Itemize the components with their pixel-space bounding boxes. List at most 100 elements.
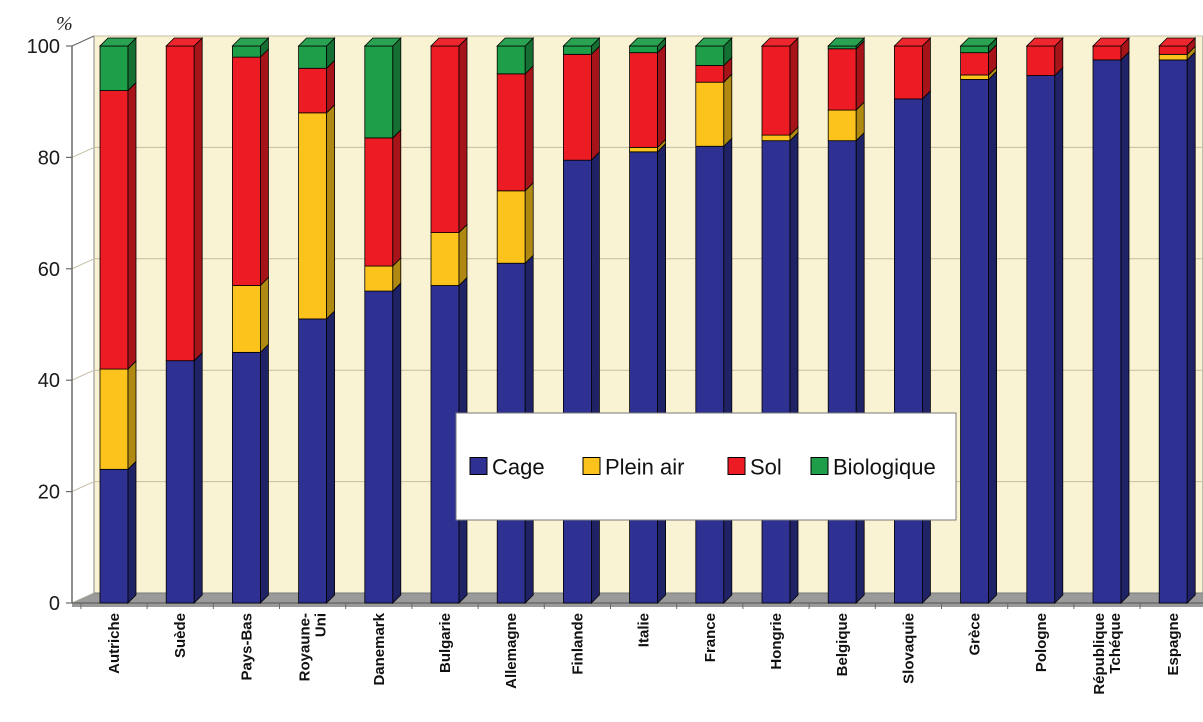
bar-segment-13-3 bbox=[894, 45, 923, 100]
legend-swatch-1 bbox=[469, 457, 488, 475]
bar-segment-12-1 bbox=[827, 140, 857, 604]
bar-side-4-3 bbox=[326, 59, 336, 114]
x-tick-label-9: Italie bbox=[636, 613, 653, 647]
legend-label-4: Biologique bbox=[833, 455, 936, 480]
bar-segment-14-2 bbox=[960, 74, 989, 80]
bar-top-1 bbox=[99, 37, 137, 47]
bar-side-13-1 bbox=[922, 89, 931, 604]
bar-top-17 bbox=[1158, 37, 1197, 47]
y-tick-label-80: 80 bbox=[38, 147, 60, 169]
bar-segment-3-4 bbox=[231, 45, 261, 58]
bar-side-7-3 bbox=[524, 64, 534, 192]
bar-segment-7-4 bbox=[496, 45, 526, 75]
bar-top-3 bbox=[231, 37, 270, 47]
bar-group-17 bbox=[1158, 37, 1197, 604]
bar-segment-3-1 bbox=[231, 351, 261, 604]
bar-side-12-3 bbox=[855, 39, 865, 112]
x-tick-label-4-line2: Uni bbox=[313, 613, 330, 637]
bar-top-10 bbox=[694, 37, 733, 47]
y-tick-label-20: 20 bbox=[38, 482, 60, 504]
bar-segment-16-3 bbox=[1092, 45, 1122, 61]
bar-side-1-3 bbox=[127, 81, 137, 371]
x-tick-label-2: Suède bbox=[172, 613, 189, 658]
bar-side-1-2 bbox=[127, 360, 137, 471]
bar-side-13-3 bbox=[922, 37, 931, 100]
bar-side-4-1 bbox=[326, 309, 336, 604]
y-axis-label: % bbox=[56, 13, 73, 35]
bar-group-14 bbox=[959, 37, 998, 604]
bar-segment-17-3 bbox=[1158, 45, 1188, 55]
bar-segment-11-1 bbox=[761, 140, 791, 604]
bar-segment-3-2 bbox=[231, 285, 261, 353]
y-tick-label-60: 60 bbox=[38, 259, 60, 281]
bar-side-9-3 bbox=[657, 43, 666, 149]
bar-segment-11-3 bbox=[761, 45, 791, 136]
bar-segment-17-1 bbox=[1158, 59, 1188, 604]
bar-segment-15-3 bbox=[1026, 45, 1056, 76]
bar-segment-6-2 bbox=[430, 232, 460, 286]
bar-segment-2-3 bbox=[165, 45, 195, 362]
bar-top-16 bbox=[1092, 37, 1130, 47]
bar-side-11-3 bbox=[789, 37, 799, 137]
bar-segment-15-1 bbox=[1026, 75, 1056, 604]
y-tick-label-40: 40 bbox=[38, 370, 60, 392]
bar-side-14-1 bbox=[988, 70, 997, 604]
x-tick-label-16-line2: Tchéque bbox=[1107, 613, 1124, 674]
bar-top-6 bbox=[430, 37, 468, 47]
x-tick-labels: Autriche Suède Pays-Bas Royaune- Uni Danemark… bbox=[80, 603, 1182, 695]
x-tick-label-17: Espagne bbox=[1165, 613, 1182, 676]
bar-segment-9-2 bbox=[629, 146, 658, 153]
bar-segment-9-1 bbox=[629, 151, 658, 604]
bar-group-4 bbox=[297, 37, 336, 604]
bar-side-9-1 bbox=[657, 142, 666, 604]
bar-segment-11-2 bbox=[761, 134, 791, 142]
bar-side-1-4 bbox=[127, 37, 137, 92]
bar-segment-4-1 bbox=[298, 318, 328, 604]
gridline-side-80 bbox=[71, 146, 95, 158]
bar-top-8 bbox=[562, 37, 601, 47]
x-tick-label-11: Hongrie bbox=[768, 613, 785, 670]
bar-segment-14-4 bbox=[960, 45, 989, 54]
bar-top-15 bbox=[1025, 37, 1064, 47]
bar-segment-5-1 bbox=[364, 290, 394, 604]
bar-side-7-2 bbox=[524, 181, 534, 265]
x-tick-label-7: Allemagne bbox=[503, 613, 520, 689]
x-tick-label-16-line1: République bbox=[1091, 613, 1108, 695]
x-tick-label-4-line1: Royaune- bbox=[297, 613, 314, 681]
bar-top-12 bbox=[827, 37, 866, 47]
bar-side-10-1 bbox=[723, 137, 733, 604]
x-tick-label-12: Belgique bbox=[834, 613, 851, 676]
bar-segment-9-4 bbox=[629, 45, 658, 54]
bar-top-14 bbox=[959, 37, 998, 47]
bar-group-16 bbox=[1092, 37, 1130, 604]
bar-segment-1-3 bbox=[99, 90, 129, 370]
y-tick-label-0: 0 bbox=[49, 593, 60, 615]
bar-side-11-1 bbox=[789, 131, 799, 604]
bar-top-5 bbox=[363, 37, 402, 47]
legend-box bbox=[455, 412, 957, 521]
bar-side-10-2 bbox=[723, 73, 733, 148]
x-tick-label-6: Bulgarie bbox=[437, 613, 454, 673]
x-tick-label-1: Autriche bbox=[106, 613, 123, 674]
bar-top-7 bbox=[496, 37, 535, 47]
bar-segment-12-3 bbox=[827, 48, 857, 111]
bar-segment-12-2 bbox=[827, 109, 857, 142]
bar-segment-17-2 bbox=[1158, 53, 1188, 61]
bar-segment-10-1 bbox=[695, 145, 725, 604]
bar-segment-8-3 bbox=[563, 53, 592, 161]
legend-label-3: Sol bbox=[750, 455, 782, 480]
x-tick-label-15: Pologne bbox=[1033, 613, 1050, 672]
bar-segment-14-1 bbox=[960, 79, 989, 604]
bar-segment-1-1 bbox=[99, 468, 129, 604]
bar-side-2-3 bbox=[193, 37, 203, 362]
x-tick-label-10: France bbox=[702, 613, 719, 662]
legend-label-2: Plein air bbox=[605, 455, 684, 480]
bar-segment-8-4 bbox=[563, 45, 592, 55]
legend: Cage Plein air Sol Biologique bbox=[455, 412, 957, 521]
bar-side-12-1 bbox=[855, 131, 865, 604]
bar-top-4 bbox=[297, 37, 336, 47]
bar-side-8-1 bbox=[591, 151, 600, 604]
bar-side-15-1 bbox=[1054, 66, 1064, 604]
bar-segment-10-4 bbox=[695, 45, 725, 66]
bar-segment-14-3 bbox=[960, 52, 989, 76]
